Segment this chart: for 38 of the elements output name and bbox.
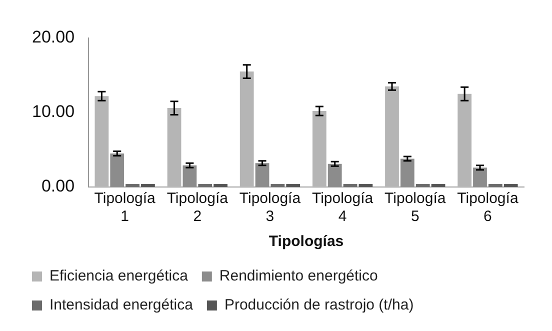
x-axis-title: Tipologías — [268, 233, 344, 250]
legend-label: Rendimiento energético — [219, 268, 378, 285]
bar — [270, 184, 285, 187]
bar — [255, 163, 270, 187]
bar — [141, 184, 155, 187]
bar — [94, 96, 109, 187]
bar — [400, 158, 414, 187]
legend-label: Eficiencia energética — [50, 268, 189, 285]
x-tick-label: Tipología 6 — [457, 190, 519, 226]
bar — [416, 184, 430, 187]
x-tick-label: Tipología 4 — [312, 190, 374, 226]
y-tick-label: 0.00 — [41, 176, 75, 196]
bar — [385, 86, 399, 187]
bar — [286, 184, 300, 187]
bar — [312, 111, 326, 187]
bar — [167, 108, 182, 187]
x-tick-label: Tipología 5 — [384, 190, 446, 226]
bar — [328, 164, 342, 187]
bar — [214, 184, 228, 187]
bar — [240, 72, 254, 187]
bar — [198, 184, 212, 187]
bar — [488, 184, 502, 187]
x-tick-label: Tipología 1 — [94, 190, 156, 226]
bar — [473, 168, 487, 187]
bar — [126, 184, 140, 187]
bar — [182, 165, 197, 187]
bar — [358, 184, 373, 187]
bar — [504, 184, 518, 187]
y-tick-label: 10.00 — [32, 102, 75, 122]
y-tick-label: 20.00 — [32, 28, 75, 47]
legend-label: Intensidad energética — [50, 296, 194, 314]
x-tick-label: Tipología 3 — [239, 190, 302, 226]
bar — [431, 184, 446, 187]
bar — [458, 94, 472, 187]
legend-label: Producción de rastrojo (t/ha) — [224, 296, 414, 314]
x-tick-label: Tipología 2 — [166, 190, 229, 226]
bar — [110, 153, 124, 187]
bar — [343, 184, 358, 187]
